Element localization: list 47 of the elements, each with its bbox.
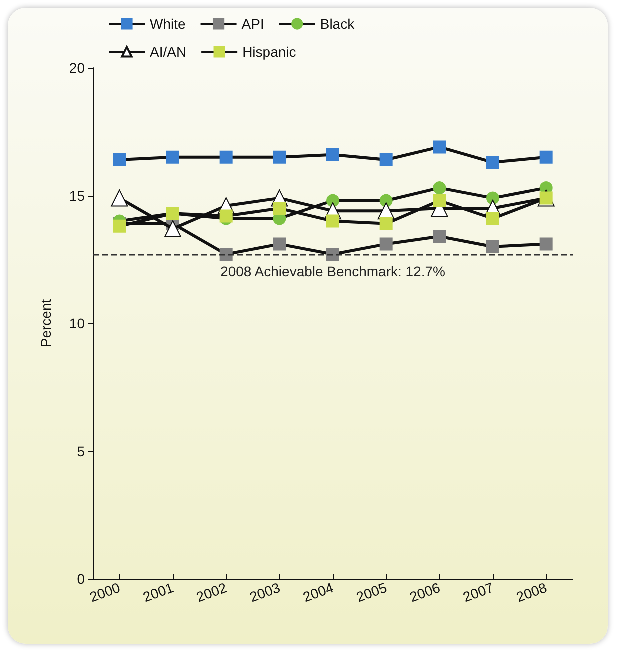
x-tick-label: 2004 bbox=[300, 579, 336, 606]
point bbox=[540, 238, 553, 251]
x-tick-label: 2007 bbox=[460, 579, 496, 606]
legend-label: Hispanic bbox=[242, 44, 296, 60]
legend-label: AI/AN bbox=[150, 44, 187, 60]
legend-label: White bbox=[150, 16, 186, 32]
y-axis-title: Percent bbox=[38, 299, 54, 348]
point bbox=[113, 220, 126, 233]
x-tick-label: 2006 bbox=[408, 579, 443, 606]
y-tick-label: 5 bbox=[77, 443, 86, 460]
x-tick-label: 2003 bbox=[248, 579, 283, 606]
point bbox=[220, 150, 233, 164]
point bbox=[433, 140, 446, 154]
point bbox=[273, 202, 286, 216]
point bbox=[326, 248, 340, 262]
x-tick-label: 2008 bbox=[514, 579, 550, 606]
point bbox=[433, 194, 446, 208]
point bbox=[326, 214, 340, 228]
legend-label: API bbox=[242, 16, 264, 32]
point bbox=[540, 150, 553, 164]
point bbox=[111, 190, 128, 207]
point bbox=[166, 150, 180, 164]
point bbox=[220, 210, 233, 223]
point bbox=[113, 153, 126, 166]
y-tick-label: 20 bbox=[69, 60, 86, 76]
point bbox=[380, 217, 393, 230]
point bbox=[433, 182, 446, 195]
point bbox=[326, 148, 340, 162]
legend-label: Black bbox=[320, 16, 356, 32]
y-tick-label: 15 bbox=[69, 188, 86, 204]
point bbox=[433, 230, 446, 244]
x-tick-label: 2002 bbox=[194, 579, 230, 606]
ref-line-label: 2008 Achievable Benchmark: 12.7% bbox=[220, 264, 446, 280]
point bbox=[380, 238, 393, 251]
x-tick-label: 2005 bbox=[354, 579, 390, 606]
point bbox=[220, 248, 233, 262]
x-tick-label: 2001 bbox=[140, 579, 176, 606]
x-tick-label: 2000 bbox=[88, 579, 123, 606]
point bbox=[273, 238, 286, 251]
point bbox=[486, 240, 500, 254]
y-tick-label: 10 bbox=[69, 316, 86, 332]
point bbox=[380, 153, 393, 166]
point bbox=[486, 156, 500, 170]
point bbox=[486, 212, 500, 226]
y-tick-label: 0 bbox=[77, 571, 86, 587]
point bbox=[273, 150, 286, 164]
point bbox=[164, 220, 182, 238]
